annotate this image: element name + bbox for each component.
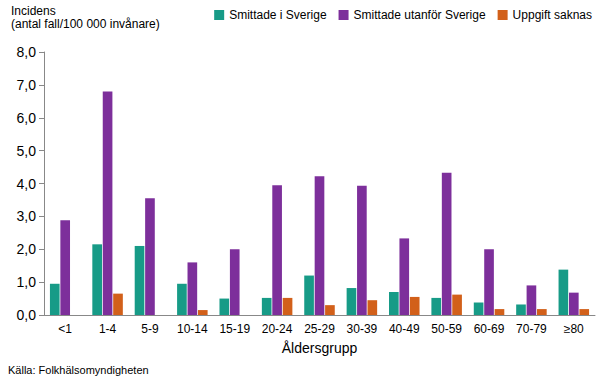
svg-text:25-29: 25-29 — [304, 322, 335, 336]
svg-text:10-14: 10-14 — [177, 322, 208, 336]
svg-text:1-4: 1-4 — [99, 322, 117, 336]
svg-text:Incidens: Incidens — [11, 4, 56, 18]
svg-text:20-24: 20-24 — [262, 322, 293, 336]
svg-text:Åldersgrupp: Åldersgrupp — [282, 340, 358, 356]
svg-text:Uppgift saknas: Uppgift saknas — [513, 8, 592, 22]
svg-text:15-19: 15-19 — [219, 322, 250, 336]
svg-text:60-69: 60-69 — [474, 322, 505, 336]
svg-text:≥80: ≥80 — [564, 322, 584, 336]
svg-text:8,0: 8,0 — [17, 44, 37, 60]
svg-text:7,0: 7,0 — [17, 77, 37, 93]
svg-text:(antal fall/100 000 invånare): (antal fall/100 000 invånare) — [11, 17, 160, 31]
svg-text:5,0: 5,0 — [17, 143, 37, 159]
svg-text:40-49: 40-49 — [389, 322, 420, 336]
svg-text:Smittade utanför Sverige: Smittade utanför Sverige — [354, 8, 486, 22]
svg-text:5-9: 5-9 — [141, 322, 159, 336]
svg-text:30-39: 30-39 — [347, 322, 378, 336]
svg-text:Källa: Folkhälsomyndigheten: Källa: Folkhälsomyndigheten — [8, 364, 149, 376]
svg-text:50-59: 50-59 — [431, 322, 462, 336]
svg-text:2,0: 2,0 — [17, 241, 37, 257]
svg-text:0,0: 0,0 — [17, 307, 37, 323]
svg-text:4,0: 4,0 — [17, 176, 37, 192]
svg-text:6,0: 6,0 — [17, 110, 37, 126]
svg-text:Smittade i Sverige: Smittade i Sverige — [229, 8, 327, 22]
svg-text:70-79: 70-79 — [516, 322, 547, 336]
svg-text:1,0: 1,0 — [17, 274, 37, 290]
svg-text:<1: <1 — [58, 322, 72, 336]
svg-text:3,0: 3,0 — [17, 208, 37, 224]
